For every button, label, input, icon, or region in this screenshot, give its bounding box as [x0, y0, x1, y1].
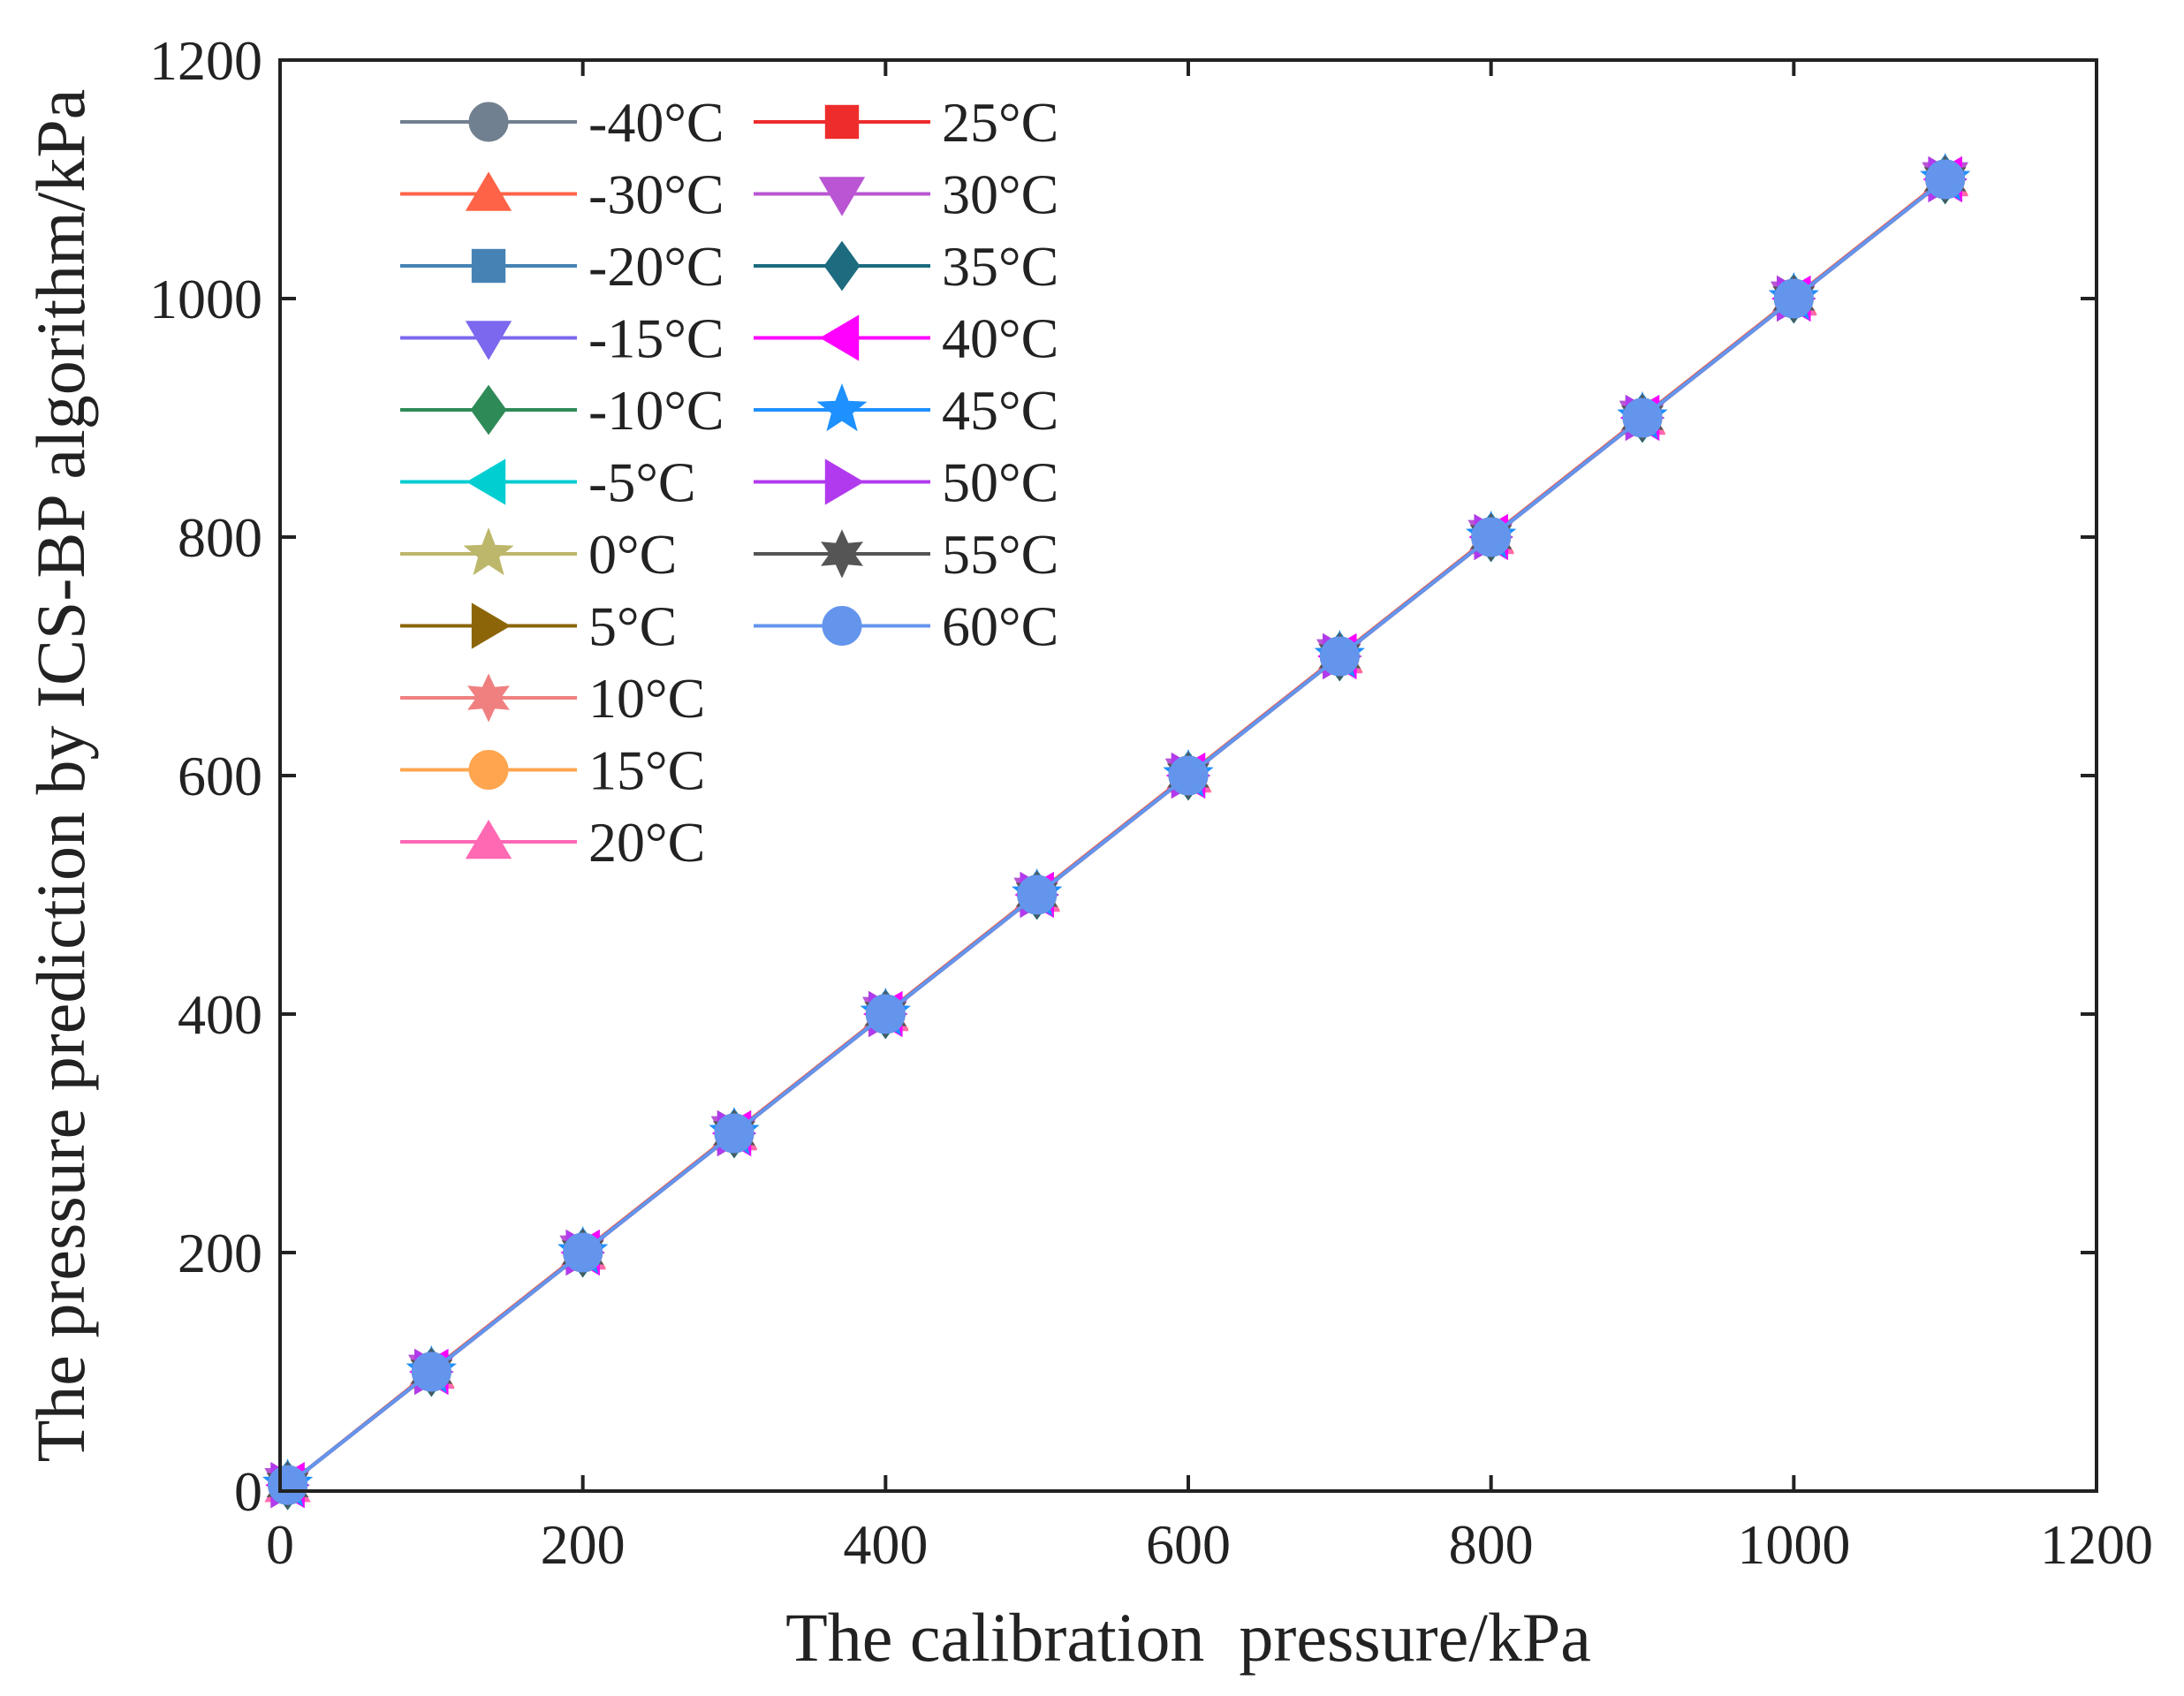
- y-axis-label: The pressure prediction by ICS-BP algori…: [22, 89, 99, 1463]
- legend-entry: 0°C: [400, 523, 677, 586]
- x-tick-label: 1000: [1737, 1513, 1850, 1576]
- data-point: [563, 1232, 603, 1273]
- legend-entry: 50°C: [754, 451, 1058, 514]
- x-tick-label: 600: [1146, 1513, 1231, 1576]
- legend: -40°C -30°C -20°C -15°C -10°C -5°C 0°C 5°C 10°C 1…: [400, 91, 1058, 874]
- legend-label: 35°C: [942, 235, 1058, 298]
- x-tick-label: 200: [541, 1513, 626, 1576]
- y-tick-label: 200: [178, 1222, 262, 1284]
- data-point: [1773, 278, 1814, 319]
- legend-marker: [471, 248, 506, 284]
- axes: 0 200 400 600 800 1000 1200 0 200 400 600 800 1000 12…: [149, 29, 2153, 1576]
- legend-entry: 25°C: [754, 91, 1058, 154]
- data-point: [1925, 159, 1966, 200]
- legend-marker: [822, 606, 862, 646]
- legend-label: 5°C: [588, 595, 677, 658]
- data-point: [411, 1352, 451, 1392]
- legend-label: -30°C: [588, 163, 724, 226]
- legend-marker: [468, 102, 509, 142]
- x-axis-label: The calibration pressure/kPa: [785, 1599, 1591, 1676]
- legend-entry: -15°C: [400, 307, 724, 370]
- legend-label: -20°C: [588, 235, 724, 298]
- legend-marker: [824, 104, 860, 140]
- legend-entry: 40°C: [754, 307, 1058, 370]
- y-tick-label: 0: [234, 1460, 262, 1523]
- legend-label: 15°C: [588, 739, 705, 802]
- legend-marker: [470, 384, 507, 435]
- legend-label: -40°C: [588, 91, 724, 154]
- legend-marker: [467, 673, 510, 723]
- legend-label: 20°C: [588, 811, 705, 874]
- data-point: [1622, 398, 1663, 438]
- legend-marker: [823, 240, 861, 292]
- legend-entry: 10°C: [400, 667, 705, 730]
- legend-marker: [465, 171, 512, 211]
- y-tick-label: 1000: [149, 268, 262, 330]
- legend-marker: [821, 529, 863, 579]
- x-tick-label: 400: [843, 1513, 928, 1576]
- x-tick-label: 1200: [2040, 1513, 2153, 1576]
- y-tick-label: 1200: [149, 29, 262, 92]
- legend-entry: 5°C: [400, 595, 677, 658]
- series-60°C: [268, 159, 1966, 1505]
- legend-marker: [818, 177, 866, 216]
- legend-marker: [465, 321, 512, 360]
- legend-marker: [463, 526, 514, 576]
- legend-label: 0°C: [588, 523, 677, 586]
- data-point: [268, 1465, 308, 1505]
- legend-label: 50°C: [942, 451, 1058, 514]
- legend-entry: 45°C: [754, 379, 1058, 442]
- y-tick-label: 800: [178, 506, 262, 569]
- legend-entry: 55°C: [754, 523, 1058, 586]
- legend-entry: -10°C: [400, 379, 724, 442]
- legend-marker: [465, 819, 512, 859]
- series-line: [286, 178, 1946, 1487]
- legend-entry: 60°C: [754, 595, 1058, 658]
- legend-entry: -30°C: [400, 163, 724, 226]
- legend-entry: -5°C: [400, 451, 696, 514]
- data-point: [714, 1113, 755, 1154]
- legend-label: 40°C: [942, 307, 1058, 370]
- legend-marker: [819, 314, 860, 361]
- legend-marker: [816, 382, 868, 432]
- y-tick-label: 400: [178, 983, 262, 1046]
- x-tick-label: 800: [1449, 1513, 1534, 1576]
- x-tick-label: 0: [266, 1513, 294, 1576]
- legend-label: -5°C: [588, 451, 696, 514]
- legend-label: -10°C: [588, 379, 724, 442]
- legend-label: 45°C: [942, 379, 1058, 442]
- legend-label: 25°C: [942, 91, 1058, 154]
- data-point: [865, 994, 906, 1034]
- data-point: [1017, 874, 1058, 915]
- legend-label: 55°C: [942, 523, 1058, 586]
- legend-entry: 30°C: [754, 163, 1058, 226]
- legend-label: -15°C: [588, 307, 724, 370]
- legend-entry: 20°C: [400, 811, 705, 874]
- legend-entry: -40°C: [400, 91, 724, 154]
- series-layer: [262, 152, 1971, 1510]
- legend-entry: -20°C: [400, 235, 724, 298]
- data-point: [1319, 636, 1360, 677]
- legend-marker: [471, 602, 512, 649]
- legend-marker: [824, 458, 865, 505]
- legend-label: 30°C: [942, 163, 1058, 226]
- legend-label: 60°C: [942, 595, 1058, 658]
- legend-marker: [466, 458, 506, 505]
- y-tick-label: 600: [178, 745, 262, 807]
- legend-marker: [468, 750, 509, 790]
- data-point: [1168, 755, 1209, 796]
- legend-entry: 35°C: [754, 235, 1058, 298]
- data-point: [1471, 517, 1512, 557]
- legend-label: 10°C: [588, 667, 705, 730]
- legend-entry: 15°C: [400, 739, 705, 802]
